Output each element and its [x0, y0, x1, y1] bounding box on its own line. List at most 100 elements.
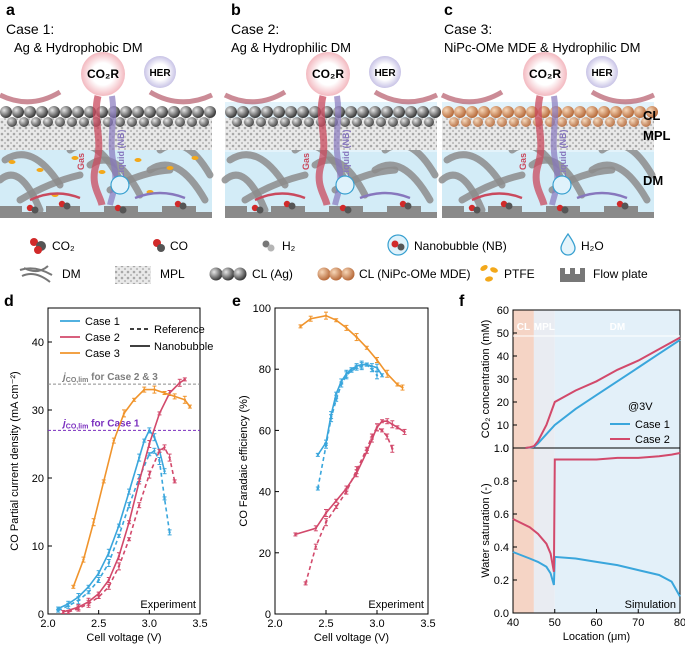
- data-point: [380, 429, 384, 432]
- her-bubble: [144, 56, 176, 88]
- cl-sphere: [67, 117, 77, 127]
- data-point: [324, 444, 328, 447]
- cl-sphere: [634, 106, 646, 118]
- cl-sphere: [369, 106, 381, 118]
- cl-sphere: [340, 117, 350, 127]
- y-tick-label: 100: [253, 303, 271, 315]
- data-point: [304, 582, 307, 585]
- co2-molecule: [505, 202, 513, 210]
- dm-fiber: [146, 161, 209, 204]
- cl-sphere: [139, 117, 149, 127]
- cl-sphere: [19, 117, 29, 127]
- data-point: [355, 468, 358, 472]
- flow-plate: [225, 206, 437, 218]
- legend-ptfe-label: PTFE: [504, 267, 535, 281]
- cl-sphere: [629, 117, 639, 127]
- data-point: [365, 363, 368, 366]
- cl-sphere: [490, 106, 502, 118]
- legend-cl-ag-label: CL (Ag): [252, 267, 293, 281]
- chart-f: 0 10 20 30 40 50 60 CO₂ concentration (mM) 40 50 6…: [480, 305, 685, 643]
- data-point: [365, 346, 368, 349]
- legend-co: CO: [153, 239, 188, 253]
- nanobubble: [110, 175, 130, 195]
- data-point: [107, 585, 111, 588]
- co2-molecule: [621, 202, 629, 210]
- cl-sphere: [225, 106, 237, 118]
- cl-sphere: [297, 106, 309, 118]
- cl-sphere: [79, 117, 89, 127]
- data-point: [72, 585, 75, 588]
- co2-molecule: [344, 206, 352, 214]
- her-bubble: [369, 56, 401, 88]
- panel-a-schematic: a Case 1: Ag & Hydrophobic DM Gas Liquid …: [0, 2, 216, 218]
- data-point: [163, 470, 166, 473]
- data-point: [345, 374, 348, 377]
- cl-sphere: [598, 106, 610, 118]
- flow-plate-icon: [560, 268, 585, 282]
- y-tick-label: 60: [497, 305, 509, 317]
- data-point: [77, 607, 80, 610]
- her-bubble: [586, 56, 618, 88]
- x-tick-label: 3.0: [369, 618, 384, 630]
- layer-label-cl: CL: [643, 108, 660, 123]
- cl-sphere: [562, 106, 574, 118]
- cl-sphere: [115, 117, 125, 127]
- co2r-bubble-label: CO₂R: [312, 67, 344, 81]
- data-point: [87, 585, 90, 588]
- legend-cl-nipc: CL (NiPc-OMe MDE): [317, 267, 471, 281]
- data-point: [87, 591, 90, 594]
- data-point: [138, 480, 141, 483]
- region-shade: [533, 310, 555, 613]
- co2-molecule: [179, 202, 187, 210]
- cl-nipc-sphere-icon-b: [329, 267, 343, 281]
- cl-sphere: [417, 106, 429, 118]
- mpl-texture-icon: [115, 266, 151, 284]
- co2-conc-line: [525, 336, 681, 449]
- cl-sphere: [424, 117, 434, 127]
- dm-fiber: [458, 171, 526, 204]
- panel-c-title: NiPc-OMe MDE & Hydrophilic DM: [444, 40, 640, 55]
- cl-sphere: [593, 117, 603, 127]
- cl-sphere: [478, 106, 490, 118]
- y-axis-label: CO Partial current density (mA cm⁻²): [9, 371, 21, 550]
- data-point: [375, 366, 379, 369]
- series-line: [317, 363, 383, 456]
- data-point: [183, 398, 186, 401]
- y-tick-label: 20: [259, 548, 271, 560]
- gas-channel: [90, 95, 106, 206]
- panel-letter-c: c: [444, 2, 453, 19]
- data-point: [350, 369, 353, 372]
- panel-c-case: Case 3:: [444, 21, 492, 37]
- data-point: [345, 326, 348, 330]
- flow-arrow: [254, 192, 306, 202]
- cl-sphere: [232, 117, 242, 127]
- data-point: [92, 521, 95, 524]
- ptfe-speck: [166, 166, 174, 170]
- data-point: [158, 412, 161, 415]
- y-tick-label: 0: [265, 609, 271, 621]
- cl-sphere: [261, 106, 273, 118]
- ptfe-speck: [98, 170, 106, 174]
- data-point: [112, 439, 116, 442]
- cl-sphere: [605, 117, 615, 127]
- data-point: [163, 391, 166, 395]
- cl-sphere: [268, 117, 278, 127]
- panel-letter-d: d: [4, 293, 14, 310]
- data-point: [380, 374, 384, 377]
- layer-label-mpl: MPL: [643, 128, 671, 143]
- co2-molecule-icon: [30, 238, 38, 246]
- data-point: [386, 435, 389, 438]
- y-tick-label: 30: [32, 405, 44, 417]
- region-label: CL: [517, 322, 530, 333]
- y-tick-label: 0.2: [494, 575, 509, 587]
- data-point: [127, 521, 131, 524]
- co2r-bubble: [523, 52, 567, 96]
- dm-fiber: [1, 151, 64, 189]
- x-axis-label: Cell voltage (V): [314, 632, 389, 644]
- interface-arc: [223, 89, 439, 105]
- legend-nb: Nanobubble (NB): [387, 234, 507, 256]
- legend-entry: Case 2: [635, 434, 670, 446]
- data-point: [188, 405, 192, 408]
- legend-cl-nipc-label: CL (NiPc-OMe MDE): [359, 267, 471, 281]
- legend-entry: Nanobubble: [154, 341, 213, 353]
